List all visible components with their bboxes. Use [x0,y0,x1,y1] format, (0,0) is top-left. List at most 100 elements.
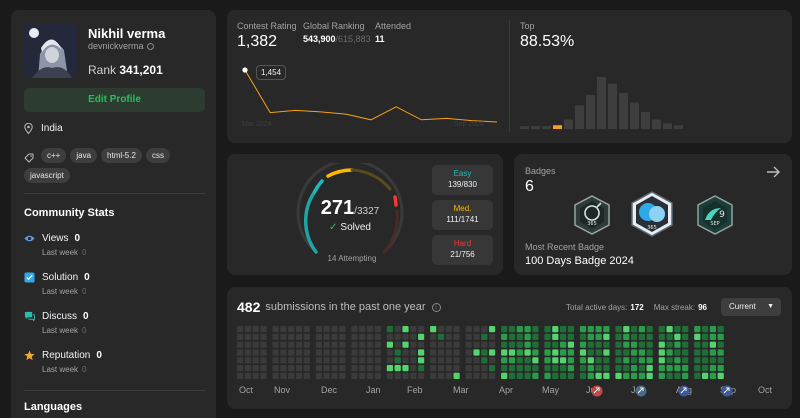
hard-stat[interactable]: Hard 21/756 [432,235,493,265]
contest-marker-icon[interactable] [721,385,733,397]
heatmap-cell [603,357,610,364]
badge-label: 365 [647,225,657,231]
heatmap-cell [666,349,673,356]
easy-value: 139/830 [448,180,477,189]
heatmap-cell [402,365,409,372]
heatmap-cell [280,326,287,333]
contest-marker-icon[interactable] [635,385,647,397]
heatmap-cell [587,341,594,348]
heatmap-cell [702,357,709,364]
heatmap-cell [418,357,425,364]
heatmap-cell [481,349,488,356]
skill-tag[interactable]: html-5.2 [101,148,142,163]
heatmap-cell [445,349,452,356]
easy-stat[interactable]: Easy 139/830 [432,165,493,195]
heatmap-cell [567,357,574,364]
heatmap-cell [623,357,630,364]
heatmap-cell [702,333,709,340]
heatmap-cell [359,357,366,364]
heatmap-cell [702,326,709,333]
heatmap-cell [560,341,567,348]
heatmap-cell [623,326,630,333]
heatmap-cell [386,326,393,333]
profile-card: Nikhil verma devnickverma Rank 341,201 E… [11,10,216,418]
heatmap-cell [437,357,445,364]
rank-value: 341,201 [119,63,163,77]
heatmap-cell [595,357,602,364]
heatmap-cell [560,372,567,379]
badges-card: Badges 6 365 365 9 SEP Most Recent Badge… [514,154,792,275]
heatmap-cell [552,326,559,333]
heatmap-cell [386,365,393,372]
heatmap-cell [501,365,508,372]
stat-sub-value: 0 [82,248,87,257]
heatmap-cell [595,349,602,356]
stat-sub-value: 0 [82,326,87,335]
heatmap-cell [694,372,701,379]
histogram-bar [630,102,639,129]
badge-september-icon[interactable]: 9 SEP [695,194,735,236]
heatmap-cell [260,333,267,340]
contest-marker-icon[interactable] [591,385,603,397]
skill-tag[interactable]: javascript [24,168,70,183]
heatmap-cell [237,326,244,333]
histogram-bar [520,126,529,129]
heatmap-cell [587,357,594,364]
heatmap-cell [682,372,689,379]
heatmap-cell [323,365,330,372]
heatmap-cell [465,365,472,372]
heatmap-cell [418,333,425,340]
heatmap-cell [532,349,539,356]
heatmap-cell [410,349,417,356]
rank-histogram[interactable] [520,50,760,130]
heatmap-cell [638,357,645,364]
heatmap-cell [508,341,516,348]
rating-line-chart[interactable] [235,62,505,132]
heatmap-cell [646,357,653,364]
badge-365-days-2024-icon[interactable]: 365 [629,190,675,238]
heatmap-grid[interactable] [237,326,777,381]
heatmap-cell [516,357,523,364]
solved-number: 271 [320,197,355,219]
heatmap-cell [331,341,338,348]
heatmap-cell [386,357,393,364]
heatmap-cell [437,372,445,379]
skill-tag[interactable]: c++ [41,148,67,163]
heatmap-cell [709,357,716,364]
edit-profile-button[interactable]: Edit Profile [24,88,205,112]
contest-marker-icon[interactable] [678,385,690,397]
heatmap-cell [473,372,480,379]
badge-365-days-icon[interactable]: 365 [572,194,612,236]
divider [509,20,510,132]
heatmap-cell [303,365,310,372]
medium-stat[interactable]: Med. 111/1741 [432,200,493,230]
heatmap-cell [489,341,496,348]
stat-label: Views [42,233,69,244]
heatmap-cell [717,341,724,348]
info-icon[interactable]: i [431,302,441,312]
heatmap-cell [323,333,330,340]
arrow-right-icon[interactable] [766,165,780,181]
heatmap-cell [272,341,279,348]
heatmap-cell [453,372,460,379]
heatmap-cell [410,365,417,372]
badge-label: 365 [587,221,597,227]
heatmap-cell [252,333,259,340]
heatmap-cell [394,372,401,379]
heatmap-cell [560,326,567,333]
skill-tag[interactable]: css [145,148,170,163]
heatmap-cell [658,349,665,356]
heatmap-cell [366,326,374,333]
year-select[interactable]: Current ▼ [721,298,781,316]
heatmap-cell [315,341,322,348]
skill-tag[interactable]: java [70,148,98,163]
heatmap-cell [437,326,445,333]
tag-icon [24,153,34,163]
heatmap-cell [359,349,366,356]
histogram-bar [652,119,661,129]
heatmap-cell [351,372,358,379]
heatmap-cell [272,357,279,364]
heatmap-cell [473,341,480,348]
stat-value: 0 [84,272,90,283]
avatar[interactable] [24,24,78,78]
